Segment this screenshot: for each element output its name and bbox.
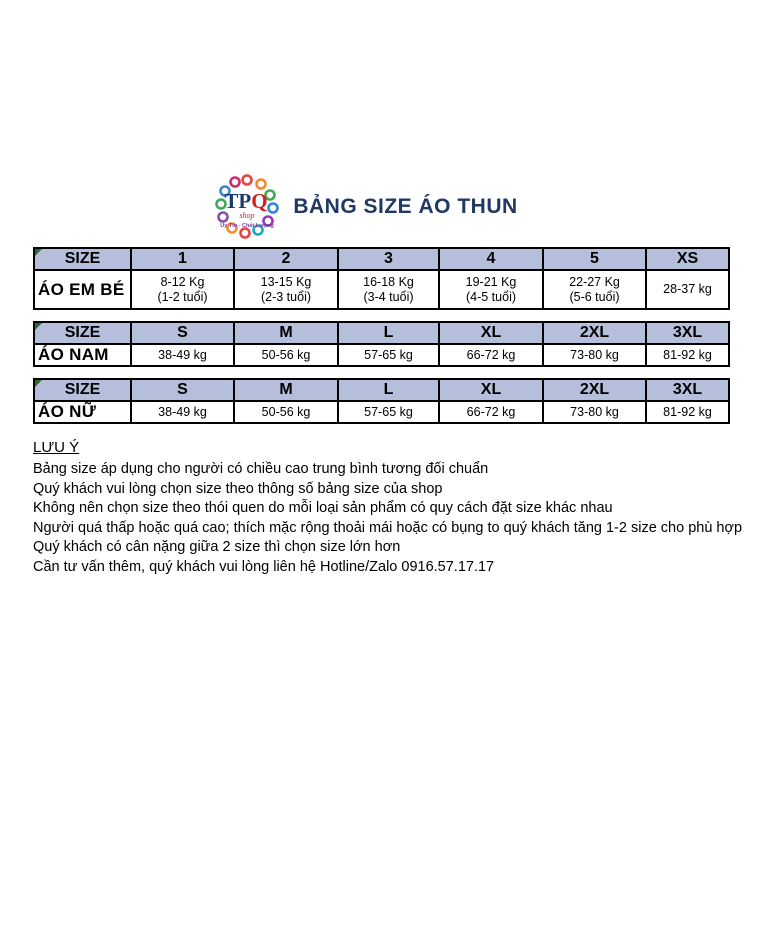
size-value-line: 73-80 kg xyxy=(570,347,619,362)
size-header-cell: 4 xyxy=(438,247,544,271)
size-header-cell: S xyxy=(130,321,235,345)
header: TPQ shop Uy Tín - Chất Lượng BẢNG SIZE Á… xyxy=(0,174,747,240)
logo-brand-tp: TP xyxy=(225,189,252,213)
size-tables: SIZE 1 2 3 4 5 XS ÁO EM BÉ 8-12 Kg (1-2 tuổi) 13-1… xyxy=(33,247,730,424)
size-value-cell: 57-65 kg xyxy=(337,343,440,367)
size-value-line: 16-18 Kg xyxy=(363,274,414,289)
size-table: SIZE S M L XL 2XL 3XL ÁO NỮ 38-49 kg 50-56 kg 57-6… xyxy=(33,378,730,424)
size-value-line: 38-49 kg xyxy=(158,347,207,362)
size-value-cell: 13-15 Kg (2-3 tuổi) xyxy=(233,269,339,310)
header-row: SIZE 1 2 3 4 5 XS xyxy=(33,247,730,271)
size-value-cell: 50-56 kg xyxy=(233,400,339,424)
page-title: BẢNG SIZE ÁO THUN xyxy=(293,195,518,218)
size-value-cell: 50-56 kg xyxy=(233,343,339,367)
logo-brand-q: Q xyxy=(252,189,268,213)
note-line: Bảng size áp dụng cho người có chiều cao… xyxy=(33,461,489,477)
size-value-line: 57-65 kg xyxy=(364,347,413,362)
size-value-line: 66-72 kg xyxy=(466,404,516,419)
size-table: SIZE S M L XL 2XL 3XL ÁO NAM 38-49 kg 50-56 kg 57-… xyxy=(33,321,730,367)
size-value-line: (1-2 tuổi) xyxy=(157,289,208,304)
header-row: SIZE S M L XL 2XL 3XL xyxy=(33,321,730,345)
size-value-cell: 81-92 kg xyxy=(645,400,730,424)
size-value-cell: 16-18 Kg (3-4 tuổi) xyxy=(337,269,440,310)
size-header-cell: SIZE xyxy=(33,247,132,271)
logo-tagline: Uy Tín - Chất Lượng xyxy=(221,222,274,229)
size-value-line: (4-5 tuổi) xyxy=(465,289,517,304)
size-value-line: 57-65 kg xyxy=(364,404,413,419)
size-header-cell: L xyxy=(337,378,440,402)
size-header-cell: 3XL xyxy=(645,378,730,402)
data-row: ÁO NỮ 38-49 kg 50-56 kg 57-65 kg 66-72 kg 73-… xyxy=(33,400,730,424)
notes-section: LƯU Ý Bảng size áp dụng cho người có chi… xyxy=(33,439,761,577)
size-value-cell: 81-92 kg xyxy=(645,343,730,367)
size-value-cell: 19-21 Kg (4-5 tuổi) xyxy=(438,269,544,310)
data-row: ÁO NAM 38-49 kg 50-56 kg 57-65 kg 66-72 kg 73… xyxy=(33,343,730,367)
size-table: SIZE 1 2 3 4 5 XS ÁO EM BÉ 8-12 Kg (1-2 tuổi) 13-1… xyxy=(33,247,730,310)
size-value-line: 22-27 Kg xyxy=(569,274,620,289)
size-value-line: 50-56 kg xyxy=(261,404,311,419)
size-value-line: (3-4 tuổi) xyxy=(363,289,414,304)
size-value-cell: 38-49 kg xyxy=(130,343,235,367)
note-line: Cần tư vấn thêm, quý khách vui lòng liên… xyxy=(33,558,495,575)
size-header-cell: SIZE xyxy=(33,321,132,345)
size-header-cell: XS xyxy=(645,247,730,271)
size-value-line: 81-92 kg xyxy=(663,404,712,419)
size-header-cell: M xyxy=(233,321,339,345)
svg-text:TPQ: TPQ xyxy=(225,189,268,213)
note-line: Không nên chọn size theo thói quen do mỗ… xyxy=(33,500,613,516)
size-header-cell: XL xyxy=(438,378,544,402)
size-header-cell: 3 xyxy=(337,247,440,271)
size-value-line: 73-80 kg xyxy=(570,404,619,419)
header-row: SIZE S M L XL 2XL 3XL xyxy=(33,378,730,402)
size-header-cell: S xyxy=(130,378,235,402)
size-header-cell: 5 xyxy=(542,247,647,271)
size-value-cell: 8-12 Kg (1-2 tuổi) xyxy=(130,269,235,310)
size-value-line: (2-3 tuổi) xyxy=(260,289,312,304)
tpq-shop-logo-icon: TPQ shop Uy Tín - Chất Lượng xyxy=(215,174,280,239)
size-value-line: 81-92 kg xyxy=(663,347,712,362)
size-value-cell: 28-37 kg xyxy=(645,269,730,310)
size-value-line: 38-49 kg xyxy=(158,404,207,419)
size-value-line: 50-56 kg xyxy=(261,347,311,362)
data-row: ÁO EM BÉ 8-12 Kg (1-2 tuổi) 13-15 Kg (2-3 tu… xyxy=(33,269,730,310)
size-header-cell: XL xyxy=(438,321,544,345)
size-value-line: (5-6 tuổi) xyxy=(569,289,620,304)
size-value-cell: 73-80 kg xyxy=(542,400,647,424)
size-header-cell: 1 xyxy=(130,247,235,271)
logo-sub: shop xyxy=(240,211,255,220)
notes-heading: LƯU Ý xyxy=(33,439,80,456)
note-line: Người quá thấp hoặc quá cao; thích mặc r… xyxy=(33,519,743,536)
size-value-line: 19-21 Kg xyxy=(465,274,517,289)
size-value-line: 8-12 Kg xyxy=(160,274,205,289)
size-header-cell: 2XL xyxy=(542,378,647,402)
size-header-cell: M xyxy=(233,378,339,402)
size-header-cell: SIZE xyxy=(33,378,132,402)
row-label: ÁO NAM xyxy=(33,343,132,367)
note-line: Quý khách vui lòng chọn size theo thông … xyxy=(33,480,443,497)
size-value-cell: 57-65 kg xyxy=(337,400,440,424)
size-header-cell: 2 xyxy=(233,247,339,271)
size-chart-page: TPQ shop Uy Tín - Chất Lượng BẢNG SIZE Á… xyxy=(0,174,761,935)
size-value-cell: 66-72 kg xyxy=(438,400,544,424)
size-header-cell: 3XL xyxy=(645,321,730,345)
size-value-cell: 38-49 kg xyxy=(130,400,235,424)
size-value-line: 13-15 Kg xyxy=(260,274,312,289)
size-value-cell: 22-27 Kg (5-6 tuổi) xyxy=(542,269,647,310)
size-header-cell: L xyxy=(337,321,440,345)
note-line: Quý khách có cân nặng giữa 2 size thì ch… xyxy=(33,539,401,555)
size-value-cell: 73-80 kg xyxy=(542,343,647,367)
row-label: ÁO NỮ xyxy=(33,400,132,424)
size-value-cell: 66-72 kg xyxy=(438,343,544,367)
size-header-cell: 2XL xyxy=(542,321,647,345)
note-lines: Bảng size áp dụng cho người có chiều cao… xyxy=(33,460,761,577)
size-value-line: 28-37 kg xyxy=(663,282,712,296)
size-value-line: 66-72 kg xyxy=(466,347,516,362)
row-label: ÁO EM BÉ xyxy=(33,269,132,310)
